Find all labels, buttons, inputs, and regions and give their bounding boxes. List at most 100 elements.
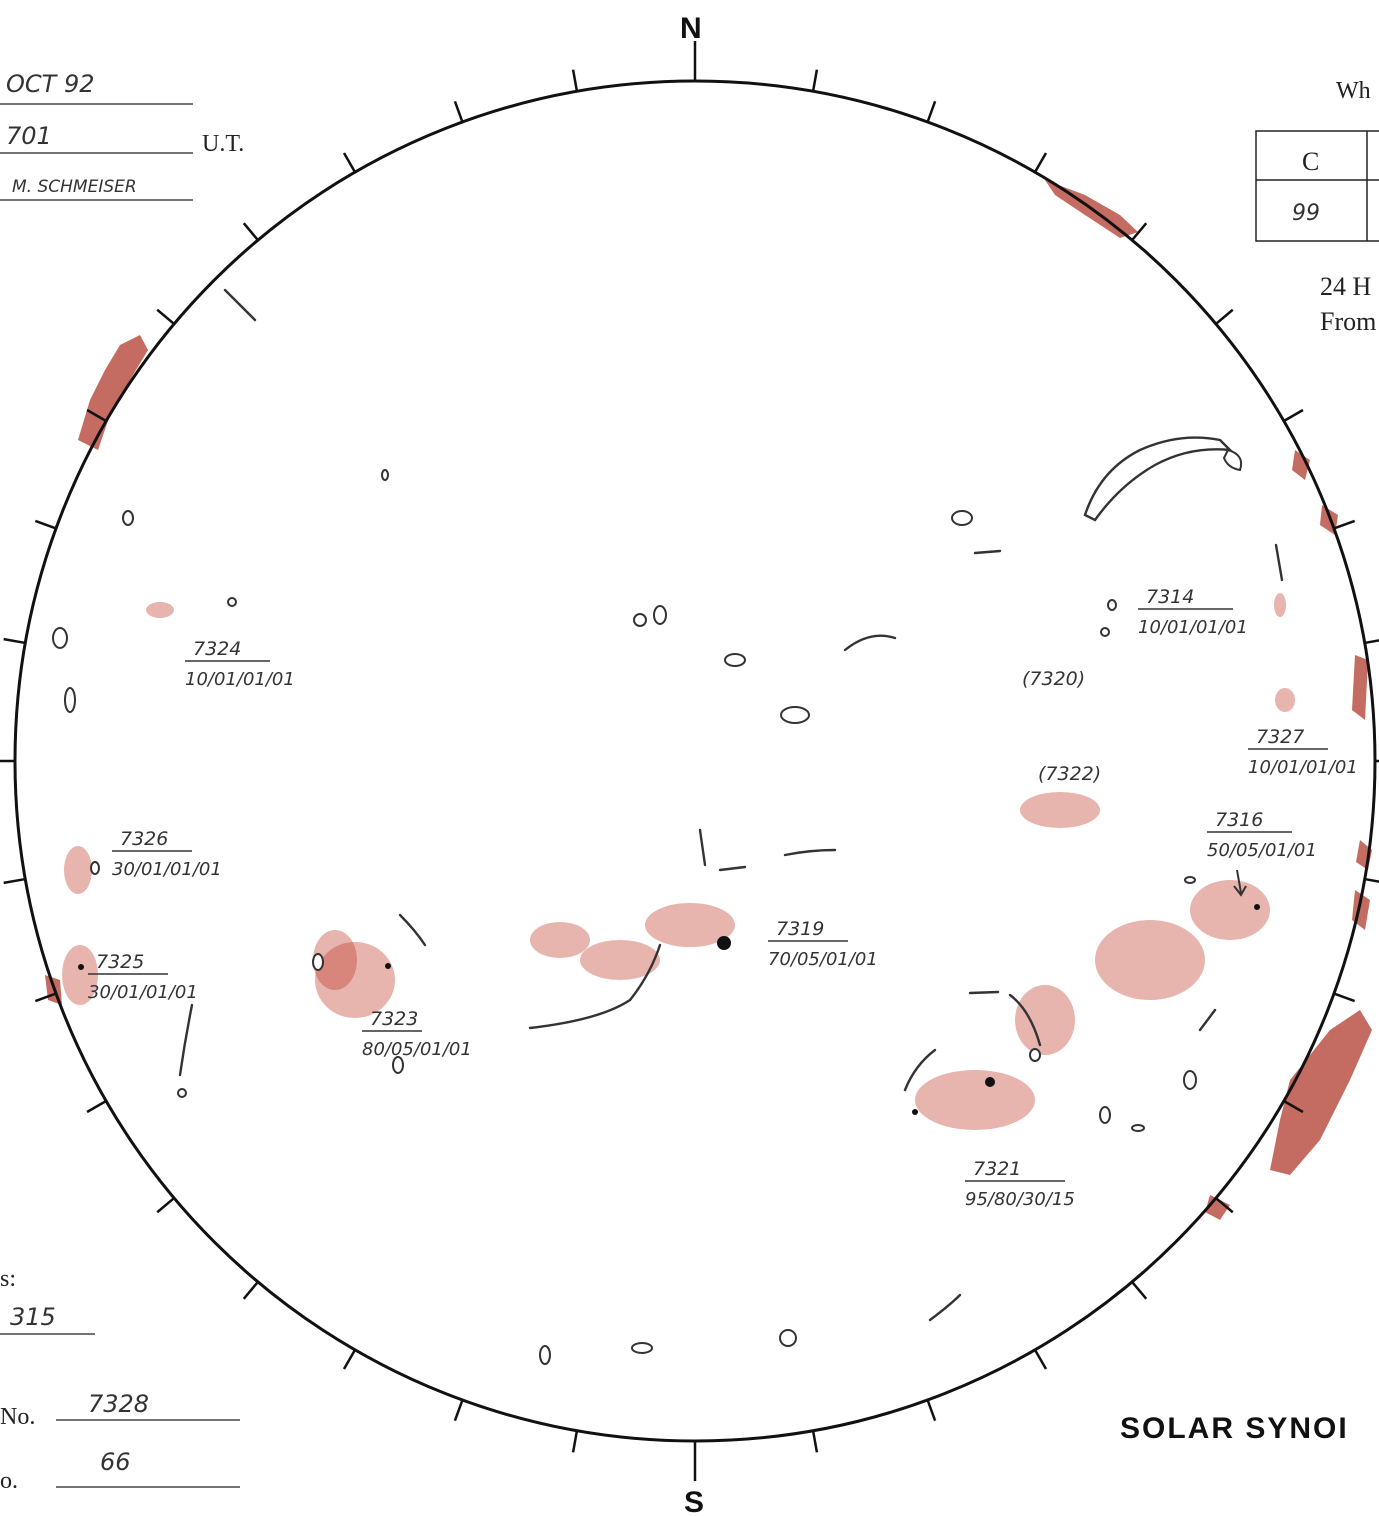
filament bbox=[528, 943, 662, 1030]
prominence bbox=[1205, 1195, 1230, 1220]
limb-ticks bbox=[0, 41, 1379, 1481]
prominence bbox=[1292, 450, 1310, 480]
filament bbox=[52, 627, 68, 649]
filament bbox=[1083, 436, 1234, 522]
filament bbox=[223, 288, 257, 322]
footer-left-label: s: bbox=[0, 1266, 16, 1292]
table-header-c: C bbox=[1302, 147, 1319, 176]
footer-no-label-1: No. bbox=[0, 1404, 35, 1430]
limb-tick bbox=[571, 69, 579, 92]
limb-tick bbox=[1283, 408, 1304, 423]
filament bbox=[177, 1088, 187, 1098]
plage-areas bbox=[62, 593, 1295, 1130]
prominence bbox=[78, 335, 148, 450]
observer-value: M. SCHMEISER bbox=[12, 177, 137, 197]
sunspots bbox=[78, 904, 1260, 1115]
filament bbox=[968, 990, 1000, 995]
filament bbox=[90, 861, 100, 875]
region-code: 30/01/01/01 bbox=[88, 982, 198, 1003]
region-paren-label: (7322) bbox=[1038, 763, 1101, 785]
limb-tick bbox=[453, 100, 464, 123]
filament bbox=[653, 605, 667, 625]
filament bbox=[633, 613, 647, 627]
limb-tick bbox=[1364, 877, 1379, 883]
filament bbox=[178, 1003, 194, 1077]
filament bbox=[398, 913, 427, 947]
region-label: 7323 80/05/01/01 bbox=[362, 1008, 472, 1060]
limb-tick bbox=[1033, 1349, 1048, 1370]
plage-area bbox=[62, 945, 98, 1005]
top-right-label: Wh bbox=[1336, 78, 1371, 104]
filament bbox=[1198, 1008, 1217, 1032]
table-value: 99 bbox=[1292, 201, 1320, 226]
filament bbox=[783, 848, 837, 857]
region-arrow bbox=[1233, 869, 1247, 897]
footer-no-label-2: o. bbox=[0, 1468, 18, 1494]
region-number: 7323 bbox=[370, 1008, 418, 1030]
footer-fields: s: 315 No. 7328 o. 66 SOLAR SYNOI bbox=[0, 1266, 1349, 1494]
limb-prominences bbox=[45, 180, 1372, 1220]
filament bbox=[903, 1048, 937, 1092]
limb-tick bbox=[453, 1399, 464, 1422]
region-label: 7327 10/01/01/01 bbox=[1248, 726, 1358, 778]
right-note-1: 24 H bbox=[1320, 272, 1372, 301]
region-number: 7325 bbox=[96, 951, 144, 973]
limb-tick bbox=[1333, 519, 1356, 530]
limb-tick bbox=[1033, 152, 1048, 173]
region-label: 7314 10/01/01/01 bbox=[1138, 586, 1248, 638]
prominence bbox=[1352, 655, 1368, 720]
region-number: 7326 bbox=[120, 828, 168, 850]
region-label: 7324 10/01/01/01 bbox=[185, 638, 295, 690]
filament bbox=[227, 597, 237, 607]
filament bbox=[1029, 1048, 1041, 1062]
plage-area bbox=[915, 1070, 1035, 1130]
filament bbox=[973, 549, 1002, 555]
sunspot bbox=[1254, 904, 1260, 910]
region-code: 10/01/01/01 bbox=[1248, 757, 1358, 778]
filament bbox=[64, 687, 76, 713]
footer-title: SOLAR SYNOI bbox=[1120, 1412, 1349, 1445]
filament bbox=[392, 1056, 404, 1074]
limb-tick bbox=[571, 1430, 579, 1453]
limb-tick bbox=[1131, 1281, 1148, 1300]
filament bbox=[1008, 993, 1042, 1047]
limb-tick bbox=[86, 1099, 107, 1114]
solar-disk bbox=[13, 79, 1377, 1443]
plage-area bbox=[1095, 920, 1205, 1000]
filament bbox=[539, 1345, 551, 1365]
right-note-2: From bbox=[1320, 307, 1376, 336]
filament bbox=[1131, 1124, 1145, 1132]
region-paren-label: (7320) bbox=[1022, 668, 1085, 690]
region-labels: 7324 10/01/01/01 7326 30/01/01/01 7325 30/01/… bbox=[88, 586, 1358, 1210]
plage-area bbox=[313, 930, 357, 990]
region-code: 50/05/01/01 bbox=[1207, 840, 1317, 861]
plage-area bbox=[1275, 688, 1295, 712]
filament bbox=[724, 653, 746, 667]
plage-area bbox=[1190, 880, 1270, 940]
limb-tick bbox=[342, 1349, 357, 1370]
plage-area bbox=[530, 922, 590, 958]
region-number: 7324 bbox=[193, 638, 241, 660]
region-label: 7321 95/80/30/15 bbox=[965, 1158, 1075, 1210]
filament bbox=[698, 828, 707, 867]
limb-tick bbox=[926, 100, 937, 123]
limb-tick bbox=[342, 152, 357, 173]
limb-tick bbox=[811, 1430, 819, 1453]
plage-area bbox=[1274, 593, 1286, 617]
plage-area bbox=[1020, 792, 1100, 828]
region-code: 70/05/01/01 bbox=[768, 949, 878, 970]
region-label: 7319 70/05/01/01 bbox=[768, 918, 878, 970]
limb-tick bbox=[811, 69, 819, 92]
filament bbox=[779, 1329, 797, 1347]
region-code: 30/01/01/01 bbox=[112, 859, 222, 880]
limb-tick bbox=[1215, 308, 1234, 325]
time-value: 701 bbox=[6, 122, 52, 150]
region-code: 95/80/30/15 bbox=[965, 1189, 1075, 1210]
region-label: 7316 50/05/01/01 bbox=[1207, 809, 1317, 861]
north-label: N bbox=[680, 12, 702, 45]
footer-no-value-1: 7328 bbox=[88, 1390, 149, 1418]
filament bbox=[1222, 448, 1243, 472]
limb-tick bbox=[1364, 639, 1379, 645]
region-code: 10/01/01/01 bbox=[1138, 617, 1248, 638]
